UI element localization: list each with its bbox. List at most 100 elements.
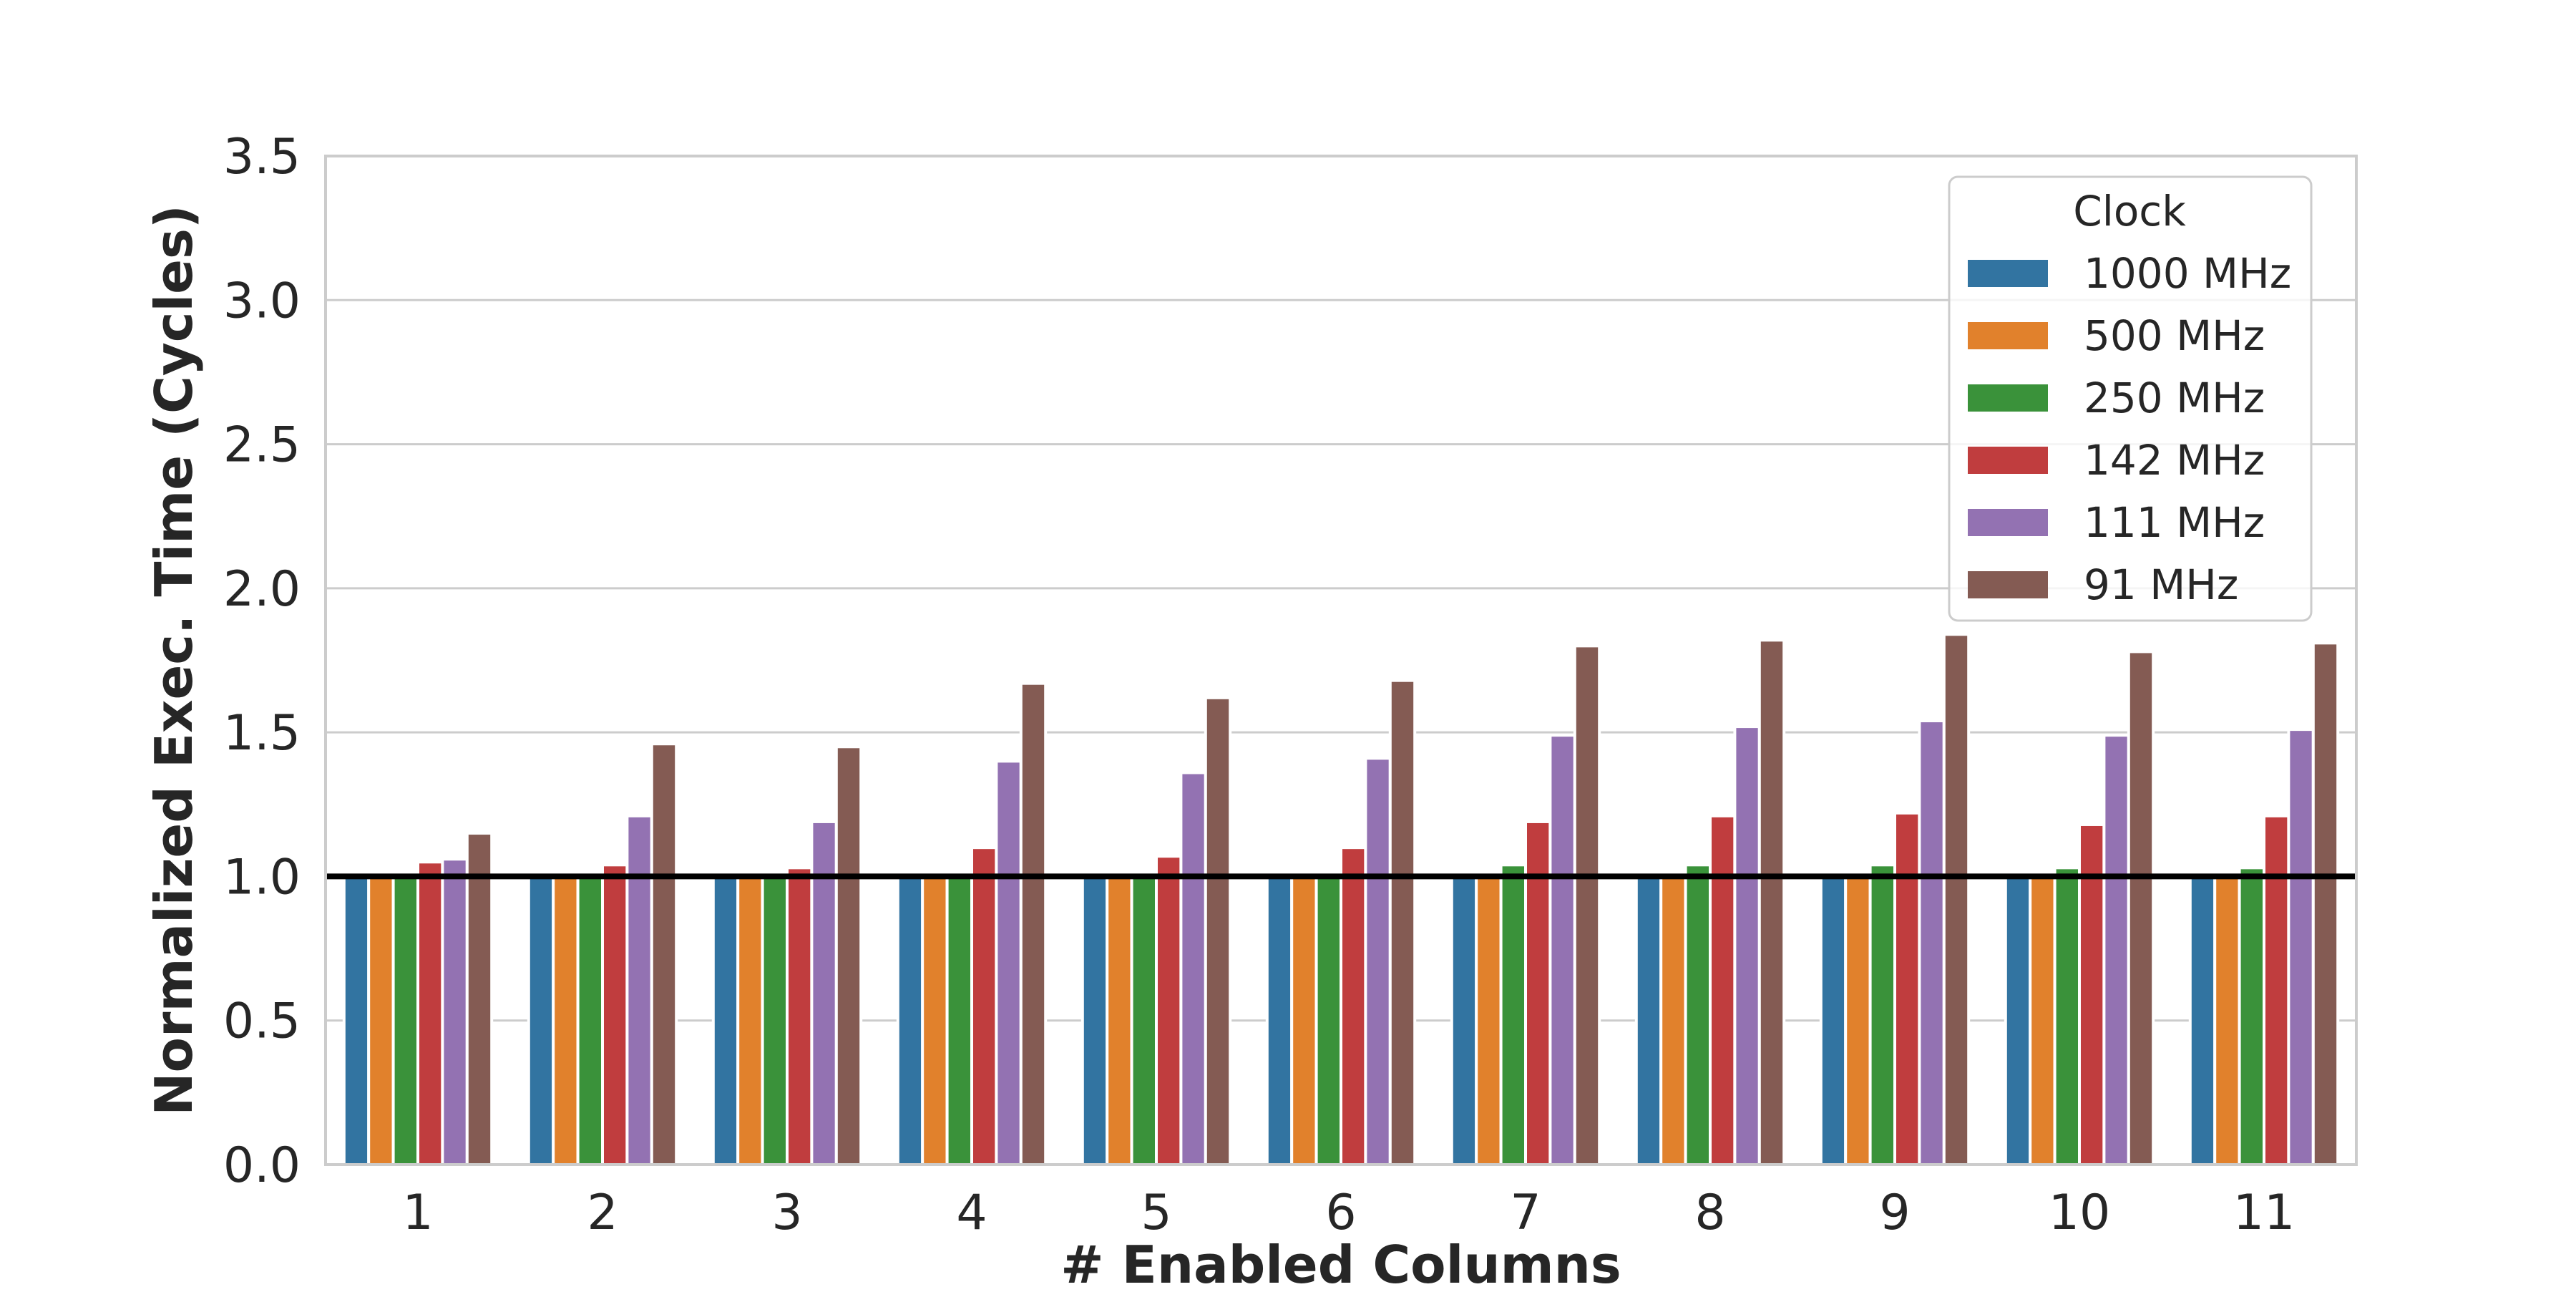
bar (1893, 811, 1921, 1167)
y-tick-label: 1.0 (223, 849, 301, 905)
bar (1388, 679, 1417, 1166)
bar (1819, 875, 1848, 1167)
legend-swatch (1968, 571, 2048, 598)
bar (810, 820, 838, 1166)
bar (761, 875, 789, 1167)
bar (625, 814, 653, 1166)
bar (2078, 822, 2106, 1166)
bar (945, 872, 973, 1166)
bar (2004, 875, 2032, 1167)
bar (1314, 872, 1342, 1166)
bar (1364, 757, 1392, 1166)
legend-swatch (1968, 260, 2048, 287)
legend-swatch (1968, 384, 2048, 412)
bar (970, 846, 998, 1166)
bar (736, 875, 764, 1167)
bar (1844, 875, 1872, 1167)
legend-label: 1000 MHz (2084, 249, 2291, 298)
y-tick-label: 0.0 (223, 1137, 301, 1194)
plot-border (324, 155, 2358, 1166)
y-tick-label: 0.5 (223, 994, 301, 1050)
legend-swatch (1968, 509, 2048, 536)
bar (1290, 875, 1318, 1167)
bars (342, 633, 2340, 1167)
bar (1340, 846, 1367, 1166)
x-tick-label: 9 (1879, 1185, 1910, 1241)
y-tick-label: 1.5 (223, 705, 301, 762)
bar (650, 742, 678, 1166)
bar (1130, 875, 1158, 1167)
x-tick-label: 5 (1141, 1185, 1171, 1241)
bar (995, 759, 1023, 1166)
bar (2029, 875, 2057, 1167)
bar (367, 875, 395, 1167)
legend-label: 111 MHz (2084, 498, 2265, 547)
bar (1942, 633, 1971, 1166)
bar (1019, 681, 1048, 1166)
bar (1106, 875, 1133, 1167)
y-tick-label: 2.5 (223, 417, 301, 474)
x-tick-label: 3 (771, 1185, 802, 1241)
bar (2053, 866, 2082, 1166)
bar (2127, 650, 2155, 1166)
bar (1450, 875, 1478, 1167)
bar (601, 863, 629, 1166)
bar (441, 858, 469, 1166)
x-axis-title: # Enabled Columns (1060, 1235, 1621, 1288)
x-tick-label: 8 (1694, 1185, 1725, 1241)
legend-title: Clock (2073, 187, 2186, 235)
bar (1573, 644, 1601, 1166)
x-tick-label: 2 (587, 1185, 618, 1241)
bar (2311, 641, 2340, 1166)
x-tick-label: 4 (956, 1185, 987, 1241)
x-tick-label: 1 (402, 1185, 433, 1241)
bar (552, 875, 580, 1167)
bar (1918, 719, 1946, 1166)
bar (1548, 734, 1576, 1166)
bar (711, 875, 740, 1167)
y-axis-title: Normalized Exec. Time (Cycles) (144, 205, 204, 1115)
bar (1634, 875, 1663, 1167)
legend: Clock 1000 MHz 500 MHz 250 MHz 142 MHz 111 M… (1948, 175, 2313, 622)
legend-label: 91 MHz (2084, 560, 2238, 609)
bar (896, 875, 924, 1167)
bar (527, 875, 555, 1167)
bar (834, 745, 863, 1167)
legend-label: 142 MHz (2084, 436, 2265, 485)
bar (1684, 863, 1712, 1166)
y-tick-labels: 0.0 0.5 1.0 1.5 2.0 2.5 3.0 3.5 (223, 129, 301, 1194)
bar (465, 832, 494, 1166)
bar (1204, 696, 1232, 1166)
x-tick-label: 10 (2049, 1185, 2111, 1241)
bar (2238, 866, 2266, 1166)
legend-swatch (1968, 447, 2048, 474)
bar (1179, 771, 1207, 1166)
bar (2102, 734, 2130, 1166)
bar (1080, 875, 1109, 1167)
legend-label: 250 MHz (2084, 374, 2265, 422)
x-tick-label: 6 (1325, 1185, 1356, 1241)
bar (2188, 875, 2217, 1167)
y-tick-label: 3.5 (223, 129, 301, 185)
bar (1524, 820, 1552, 1166)
x-tick-label: 11 (2233, 1185, 2296, 1241)
legend-swatch (1968, 322, 2048, 349)
bar (342, 875, 371, 1167)
bar (921, 875, 949, 1167)
x-tick-label: 7 (1510, 1185, 1541, 1241)
bar (2213, 875, 2241, 1167)
bar (2263, 814, 2290, 1166)
bar (416, 860, 444, 1167)
y-tick-label: 2.0 (223, 561, 301, 618)
bar (1475, 875, 1503, 1167)
bar (1265, 875, 1294, 1167)
bar (2287, 728, 2315, 1166)
bar (1499, 863, 1528, 1166)
bar (391, 872, 419, 1166)
y-tick-label: 3.0 (223, 273, 301, 329)
bar (1733, 725, 1761, 1166)
bar (786, 866, 814, 1166)
legend-label: 500 MHz (2084, 311, 2265, 360)
